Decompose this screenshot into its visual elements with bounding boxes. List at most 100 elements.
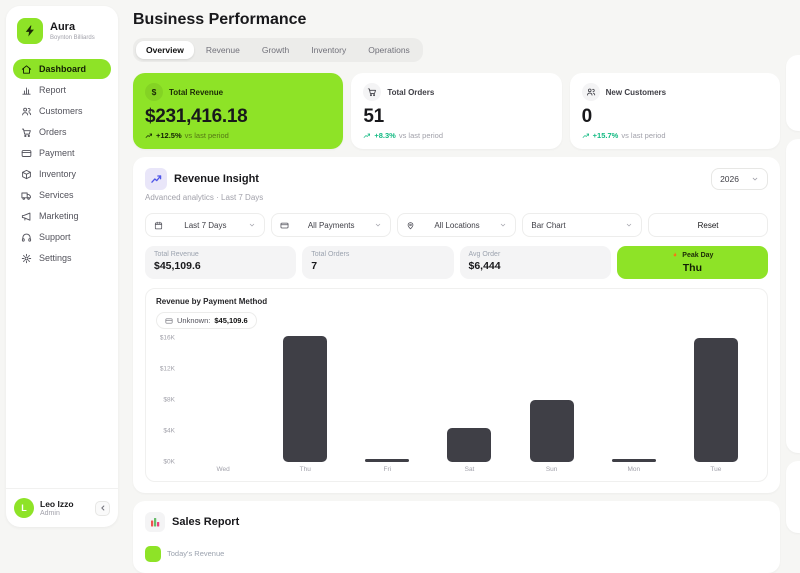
tab-overview[interactable]: Overview bbox=[136, 41, 194, 59]
stat-value: 51 bbox=[363, 106, 384, 127]
filter-select-all-payments[interactable]: All Payments bbox=[270, 213, 391, 237]
trend-up-icon bbox=[145, 133, 152, 138]
revenue-insight-header: Revenue Insight 2026 bbox=[145, 168, 768, 190]
stat-card-header: Total Orders bbox=[363, 83, 549, 101]
mini-stat-value: $6,444 bbox=[468, 260, 501, 272]
chart-column-tue bbox=[675, 337, 757, 462]
sidebar-item-inventory[interactable]: Inventory bbox=[13, 164, 111, 184]
box-icon bbox=[22, 169, 31, 179]
bar-thu[interactable] bbox=[283, 335, 328, 462]
filter-select-bar-chart[interactable]: Bar Chart bbox=[522, 213, 643, 237]
stat-trend: +8.3% vs last period bbox=[363, 131, 549, 140]
chevron-down-icon bbox=[249, 223, 254, 227]
x-tick-wed: Wed bbox=[216, 465, 230, 473]
filter-select-label: Last 7 Days bbox=[184, 220, 227, 230]
y-tick: $0K bbox=[163, 458, 175, 465]
users-icon bbox=[22, 107, 32, 115]
tab-inventory[interactable]: Inventory bbox=[311, 45, 347, 55]
gear-icon bbox=[21, 253, 32, 263]
year-value: 2026 bbox=[720, 174, 739, 184]
trend-suffix: vs last period bbox=[184, 131, 229, 140]
stat-label: Total Orders bbox=[387, 87, 435, 97]
sidebar: Aura Boynton Billiards Dashboard Report Cu… bbox=[6, 6, 118, 527]
tab-operations[interactable]: Operations bbox=[368, 45, 410, 55]
calendar-icon bbox=[154, 221, 163, 229]
x-tick-sat: Sat bbox=[464, 465, 475, 473]
chart-x-axis: Wed Thu Fri Sat Sun Mon Tue bbox=[182, 466, 757, 475]
peak-day-value: Thu bbox=[682, 262, 702, 274]
x-tick-fri: Fri bbox=[383, 465, 392, 473]
headphones-icon bbox=[21, 233, 32, 242]
sidebar-item-services[interactable]: Services bbox=[13, 185, 111, 205]
x-tick-tue: Tue bbox=[710, 465, 722, 473]
sidebar-item-label: Inventory bbox=[39, 169, 77, 179]
filter-select-label: All Locations bbox=[434, 220, 480, 230]
sidebar-item-customers[interactable]: Customers bbox=[13, 101, 111, 121]
bar-chart: $16K $12K $8K $4K $0K Wed Thu Fri Sat Sun Mon Tue bbox=[156, 334, 757, 475]
mini-stat-value: 7 bbox=[311, 260, 318, 272]
trend-percent: +8.3% bbox=[374, 131, 396, 140]
sidebar-item-label: Customers bbox=[39, 106, 83, 116]
cart-icon bbox=[368, 88, 377, 97]
stat-card-new-customers: New Customers 0 +15.7% vs last period bbox=[569, 73, 780, 149]
sidebar-item-report[interactable]: Report bbox=[13, 80, 111, 100]
cart-icon bbox=[21, 128, 31, 137]
sidebar-collapse-button[interactable] bbox=[95, 500, 110, 516]
stat-value: 0 bbox=[581, 106, 593, 127]
main-content: Business Performance Overview Revenue Grow… bbox=[125, 0, 800, 573]
year-select[interactable]: 2026 bbox=[711, 168, 768, 190]
sidebar-item-orders[interactable]: Orders bbox=[13, 122, 111, 142]
x-tick-thu: Thu bbox=[299, 465, 311, 473]
chart-y-axis: $16K $12K $8K $4K $0K bbox=[156, 334, 182, 465]
avatar: L bbox=[14, 498, 34, 518]
sidebar-item-marketing[interactable]: Marketing bbox=[13, 206, 111, 226]
trend-up-icon bbox=[363, 133, 371, 138]
legend-value: $45,109.6 bbox=[214, 316, 248, 325]
cart-badge bbox=[363, 83, 382, 101]
filter-select-last-7-days[interactable]: Last 7 Days bbox=[145, 213, 265, 237]
sidebar-item-label: Payment bbox=[39, 148, 75, 158]
y-tick: $12K bbox=[159, 365, 175, 372]
stat-card-header: New Customers bbox=[581, 83, 768, 101]
chevron-down-icon bbox=[752, 177, 758, 181]
sidebar-item-dashboard[interactable]: Dashboard bbox=[13, 59, 111, 79]
reset-button[interactable]: Reset bbox=[648, 213, 768, 237]
bar-fri[interactable] bbox=[365, 458, 410, 462]
card-icon bbox=[280, 222, 289, 228]
users-badge bbox=[581, 83, 600, 101]
pin-icon bbox=[407, 221, 413, 229]
revenue-insight-icon bbox=[145, 168, 167, 190]
sidebar-item-settings[interactable]: Settings bbox=[13, 248, 111, 268]
mini-stat-label: Total Revenue bbox=[154, 251, 199, 258]
legend-chip: Unknown: $45,109.6 bbox=[156, 312, 257, 329]
x-tick-sun: Sun bbox=[545, 465, 558, 473]
revenue-insight-subtitle: Advanced analytics · Last 7 Days bbox=[145, 193, 264, 202]
brand: Aura Boynton Billiards bbox=[6, 6, 118, 54]
trend-up-icon bbox=[582, 133, 589, 138]
chevron-down-icon bbox=[375, 223, 380, 227]
mini-stat-total-orders: Total Orders 7 bbox=[302, 246, 454, 279]
sidebar-item-support[interactable]: Support bbox=[13, 227, 111, 247]
sidebar-menu: Dashboard Report Customers Orders Payment Inv… bbox=[6, 54, 118, 488]
line-chart-icon bbox=[150, 174, 161, 183]
filter-select-label: All Payments bbox=[307, 220, 355, 230]
sidebar-item-label: Marketing bbox=[39, 211, 79, 221]
card-icon bbox=[21, 149, 32, 157]
bar-tue[interactable] bbox=[693, 337, 738, 462]
lightning-bolt-icon bbox=[25, 25, 34, 37]
legend-label: Unknown: bbox=[177, 316, 211, 325]
tab-revenue[interactable]: Revenue bbox=[205, 45, 240, 55]
todays-revenue-row: Today's Revenue bbox=[145, 545, 768, 562]
sidebar-item-payment[interactable]: Payment bbox=[13, 143, 111, 163]
bar-mon[interactable] bbox=[611, 458, 656, 462]
chart-title: Revenue by Payment Method bbox=[156, 297, 268, 306]
sales-report-title: Sales Report bbox=[172, 515, 240, 528]
megaphone-icon bbox=[21, 212, 31, 221]
stat-card-total-orders: Total Orders 51 +8.3% vs last period bbox=[351, 73, 562, 149]
bar-sat[interactable] bbox=[447, 427, 492, 462]
tab-growth[interactable]: Growth bbox=[261, 45, 290, 55]
credit-card-icon bbox=[165, 318, 173, 323]
filter-select-all-locations[interactable]: All Locations bbox=[396, 213, 517, 237]
tab-bar: Overview Revenue Growth Inventory Operations bbox=[133, 38, 423, 62]
bar-sun[interactable] bbox=[529, 399, 574, 462]
